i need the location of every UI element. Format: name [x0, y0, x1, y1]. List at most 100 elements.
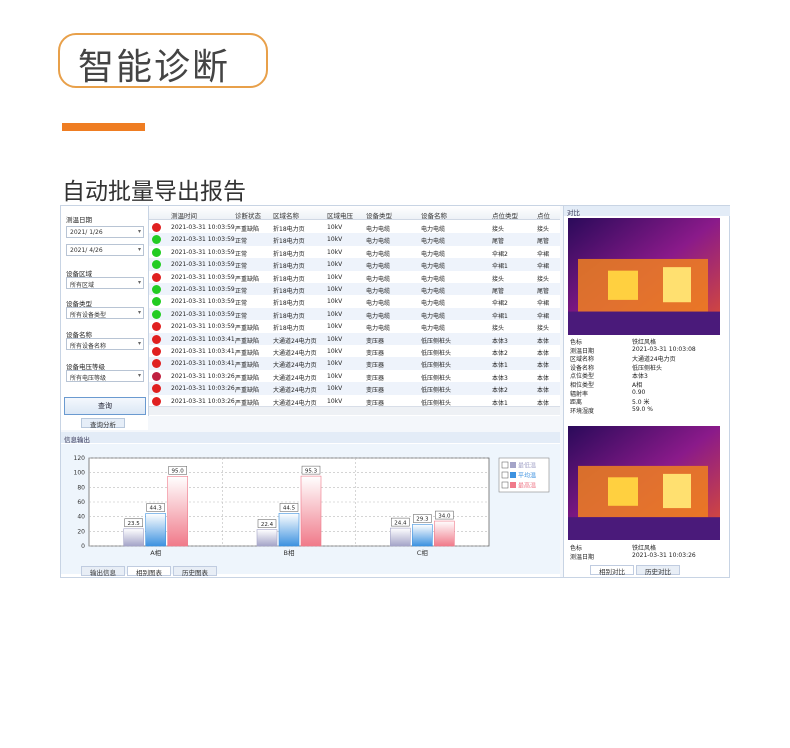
tab[interactable]: 输出信息 — [81, 566, 125, 577]
chart-title: 信息输出 — [64, 436, 90, 444]
y-tick-label: 60 — [77, 499, 85, 506]
y-tick-label: 40 — [77, 514, 85, 521]
dropdown[interactable]: 所有设备名称 ▾ — [66, 338, 144, 350]
table-cell: 10kV — [327, 335, 343, 343]
table-cell: 变压器 — [366, 362, 385, 370]
table-row[interactable]: 2021-03-31 10:03:59 正常 折18电力页 10kV 电力电缆 电力电缆 伞… — [149, 258, 560, 271]
table-cell: 正常 — [235, 263, 248, 271]
table-cell: 电力电缆 — [366, 275, 391, 283]
info-value: 2021-03-31 10:03:26 — [632, 551, 696, 559]
value-label: 44.3 — [150, 506, 163, 512]
table-row[interactable]: 2021-03-31 10:03:59 严重缺陷 折18电力页 10kV 电力电缆 电力电… — [149, 221, 560, 234]
panel-header — [564, 206, 730, 216]
tab[interactable]: 相别图表 — [127, 566, 171, 577]
table-cell: 电力电缆 — [421, 312, 446, 320]
info-value: 大通道24电力页 — [632, 356, 676, 364]
legend-swatch — [510, 462, 516, 468]
table-cell: 10kV — [327, 236, 343, 244]
dropdown[interactable]: 所有电压等级 ▾ — [66, 370, 144, 382]
table-cell: 尾管 — [492, 238, 505, 246]
table-cell: 2021-03-31 10:03:26 — [171, 397, 235, 405]
table-cell: 2021-03-31 10:03:59 — [171, 286, 235, 293]
y-tick-label: 80 — [77, 484, 85, 491]
info-key: 色标 — [570, 545, 583, 552]
table-cell: 接头 — [537, 226, 550, 233]
table-cell: 折18电力页 — [273, 238, 305, 246]
field-arrow: ▾ — [137, 279, 141, 286]
tab[interactable]: 历史对比 — [636, 565, 680, 576]
table-row[interactable]: 2021-03-31 10:03:59 严重缺陷 折18电力页 10kV 电力电缆 电力电… — [149, 320, 560, 333]
date-input[interactable]: 2021/ 1/26 ▾ — [66, 226, 144, 238]
y-tick-label: 100 — [74, 470, 86, 477]
hot-zone — [663, 267, 691, 303]
status-dot — [152, 247, 161, 257]
info-value: 59.0 % — [632, 405, 653, 413]
tab[interactable]: 相别对比 — [590, 565, 634, 576]
table-cell: 电力电缆 — [366, 263, 391, 271]
table-row[interactable]: 2021-03-31 10:03:26 严重缺陷 大通道24电力页 10kV 变压器 低压… — [149, 394, 560, 407]
filter-label: 测温日期 — [66, 216, 92, 224]
legend-label: 最低温 — [518, 462, 536, 470]
value-label-box — [301, 465, 321, 475]
tab[interactable]: 历史图表 — [173, 566, 217, 577]
dropdown[interactable]: 所有设备类型 ▾ — [66, 307, 144, 319]
table-cell: 变压器 — [366, 387, 385, 395]
info-key: 测温日期 — [570, 553, 595, 561]
table-cell: 10kV — [327, 248, 343, 256]
table-cell: 低压侧桩头 — [421, 399, 452, 407]
table-cell: 严重缺陷 — [235, 275, 260, 283]
dropdown[interactable]: 所有区域 ▾ — [66, 277, 144, 289]
table-row[interactable]: 2021-03-31 10:03:59 正常 折18电力页 10kV 电力电缆 电力电缆 尾… — [149, 283, 560, 296]
column-header: 点位类型 — [492, 212, 518, 220]
filter-label: 设备类型 — [66, 300, 92, 308]
field-arrow: ▾ — [137, 228, 141, 235]
table-cell: 本体 — [537, 387, 550, 395]
value-label-box — [279, 503, 299, 512]
table-cell: 电力电缆 — [366, 300, 391, 308]
table-row[interactable]: 2021-03-31 10:03:59 正常 折18电力页 10kV 电力电缆 电力电缆 伞… — [149, 307, 560, 321]
tab[interactable]: 查询分析 — [81, 418, 125, 429]
table-row[interactable]: 2021-03-31 10:03:59 正常 折18电力页 10kV 电力电缆 电力电缆 伞… — [149, 295, 560, 308]
table-cell: 本体3 — [492, 337, 508, 345]
table-row[interactable]: 2021-03-31 10:03:41 严重缺陷 大通道24电力页 10kV 变压器 低压… — [149, 357, 560, 370]
table-cell: 2021-03-31 10:03:41 — [171, 348, 235, 355]
value-label-box — [146, 503, 165, 512]
table-row[interactable]: 2021-03-31 10:03:41 严重缺陷 大通道24电力页 10kV 变压器 低压… — [149, 332, 560, 345]
info-key: 相位类型 — [570, 382, 595, 389]
column-header: 区域名称 — [273, 212, 299, 220]
status-dot — [152, 347, 161, 356]
scrollbar — [149, 406, 560, 415]
table-cell: 电力电缆 — [421, 275, 446, 283]
table-cell: 折18电力页 — [273, 300, 305, 308]
table-cell: 10kV — [327, 286, 343, 293]
field-value: 所有设备名称 — [70, 343, 107, 350]
table-header-row — [149, 206, 560, 220]
hot-zone — [663, 473, 691, 509]
table-row[interactable]: 2021-03-31 10:03:26 严重缺陷 大通道24电力页 10kV 变压器 低压… — [149, 382, 560, 395]
table-row[interactable]: 2021-03-31 10:03:59 正常 折18电力页 10kV 电力电缆 电力电缆 伞… — [149, 245, 560, 259]
table-row[interactable]: 2021-03-31 10:03:59 严重缺陷 折18电力页 10kV 电力电缆 电力电… — [149, 270, 560, 283]
table-row[interactable]: 2021-03-31 10:03:26 严重缺陷 大通道24电力页 10kV 变压器 低压… — [149, 369, 560, 383]
table-cell: 大通道24电力页 — [273, 362, 317, 370]
table-cell: 2021-03-31 10:03:59 — [171, 224, 235, 231]
query-button[interactable]: 查询 — [64, 397, 146, 415]
table-cell: 2021-03-31 10:03:59 — [171, 298, 235, 306]
table-cell: 本体 — [537, 374, 550, 382]
table-cell: 低压侧桩头 — [421, 374, 452, 382]
field-arrow: ▾ — [137, 309, 141, 316]
table-cell: 10kV — [327, 397, 343, 405]
hot-zone — [608, 270, 638, 300]
column-header: 诊断状态 — [235, 212, 261, 220]
table-cell: 伞裙2 — [492, 250, 508, 258]
table-cell: 变压器 — [366, 337, 385, 345]
table-cell: 电力电缆 — [366, 288, 391, 295]
info-value: 低压侧桩头 — [632, 364, 663, 372]
table-row[interactable]: 2021-03-31 10:03:59 正常 折18电力页 10kV 电力电缆 电力电缆 尾… — [149, 233, 560, 246]
table-cell: 电力电缆 — [421, 250, 446, 258]
info-key: 环境湿度 — [570, 407, 595, 415]
compare-title: 对比 — [567, 209, 580, 217]
table-row[interactable]: 2021-03-31 10:03:41 严重缺陷 大通道24电力页 10kV 变压器 低压… — [149, 345, 560, 358]
value-label: 34.0 — [438, 513, 451, 519]
info-key: 设备名称 — [570, 364, 595, 372]
date-input[interactable]: 2021/ 4/26 ▾ — [66, 244, 144, 256]
